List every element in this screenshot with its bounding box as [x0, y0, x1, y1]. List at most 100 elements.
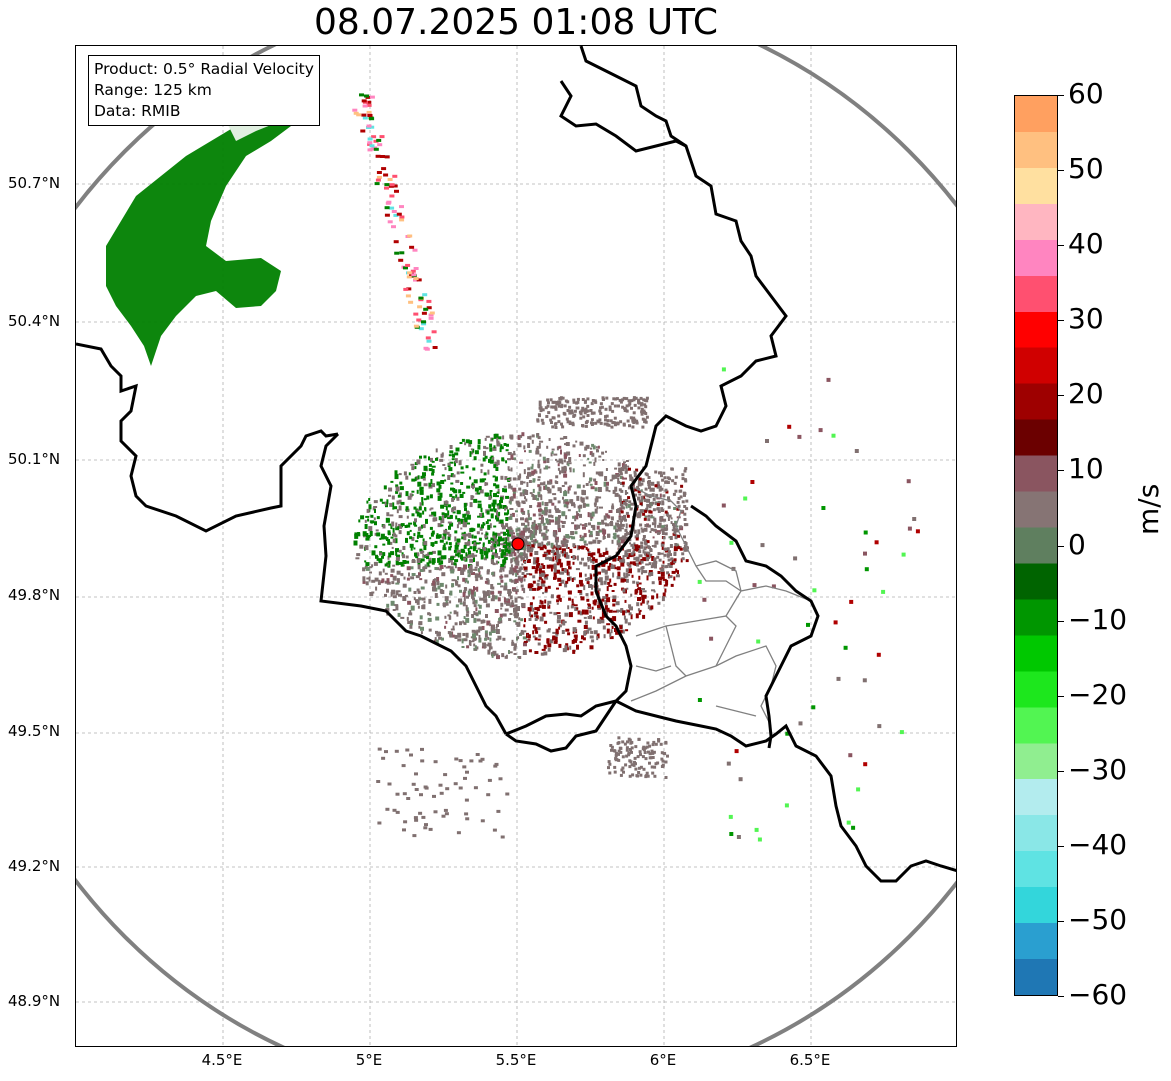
- echo-pixel: [399, 481, 403, 485]
- echo-pixel: [390, 551, 395, 556]
- echo-pixel: [642, 409, 646, 413]
- echo-pixel: [638, 477, 642, 481]
- echo-pixel: [558, 624, 562, 628]
- echo-pixel: [599, 402, 603, 406]
- echo-pixel: [597, 539, 601, 544]
- echo-pixel: [625, 397, 629, 401]
- echo-pixel: [463, 557, 467, 561]
- echo-pixel: [398, 561, 403, 565]
- echo-pixel: [496, 655, 500, 660]
- echo-pixel: [463, 596, 466, 602]
- echo-pixel: [572, 649, 576, 654]
- border-germany-france: [615, 699, 956, 883]
- echo-pixel: [592, 600, 597, 605]
- echo-pixel: [463, 502, 467, 508]
- echo-pixel: [389, 541, 393, 545]
- echo-pixel: [619, 472, 623, 476]
- echo-pixel: [490, 541, 494, 543]
- echo-pixel: [626, 555, 630, 560]
- echo-pixel: [642, 557, 647, 562]
- echo-pixel: [423, 540, 428, 546]
- echo-pixel: [364, 545, 369, 551]
- echo-pixel: [503, 443, 507, 446]
- echo-pixel: [579, 534, 582, 538]
- echo-pixel: [811, 705, 816, 710]
- echo-pixel: [729, 540, 734, 545]
- echo-pixel: [484, 637, 488, 641]
- echo-pixel: [448, 467, 453, 472]
- echo-pixel: [421, 322, 427, 326]
- echo-pixel: [459, 598, 463, 603]
- echo-pixel: [592, 411, 596, 415]
- radar-site-marker[interactable]: [511, 537, 525, 551]
- echo-pixel: [547, 604, 551, 609]
- echo-pixel: [478, 486, 482, 490]
- echo-pixel: [440, 518, 445, 524]
- echo-pixel: [670, 467, 674, 471]
- echo-pixel: [392, 502, 395, 508]
- echo-pixel: [600, 581, 604, 586]
- echo-pixel: [664, 776, 668, 779]
- echo-pixel: [630, 763, 634, 767]
- echo-pixel: [642, 398, 646, 402]
- echo-pixel: [447, 536, 451, 541]
- echo-pixel: [662, 494, 666, 498]
- echo-pixel: [529, 492, 533, 495]
- echo-pixel: [523, 578, 526, 582]
- echo-pixel: [521, 576, 525, 579]
- echo-pixel: [394, 534, 398, 538]
- echo-pixel: [502, 637, 506, 641]
- echo-pixel: [507, 509, 510, 515]
- echo-pixel: [563, 436, 568, 439]
- echo-pixel: [507, 531, 511, 537]
- echo-pixel: [390, 591, 393, 597]
- echo-pixel: [643, 546, 647, 551]
- echo-pixel: [421, 550, 425, 553]
- echo-pixel: [491, 438, 494, 441]
- echo-pixel: [421, 597, 426, 601]
- echo-pixel: [536, 563, 540, 568]
- echo-pixel: [490, 598, 495, 602]
- echo-pixel: [518, 617, 521, 621]
- radar-map[interactable]: [75, 45, 957, 1047]
- echo-pixel: [406, 531, 410, 536]
- echo-pixel: [563, 568, 567, 573]
- echo-pixel: [633, 473, 637, 478]
- echo-pixel: [536, 557, 540, 563]
- echo-pixel: [531, 540, 534, 543]
- echo-pixel: [615, 397, 619, 401]
- echo-pixel: [367, 518, 370, 522]
- echo-pixel: [419, 534, 424, 538]
- echo-pixel: [590, 591, 594, 596]
- echo-pixel: [396, 578, 400, 584]
- echo-pixel: [485, 603, 490, 608]
- echo-pixel: [465, 511, 470, 515]
- echo-pixel: [592, 539, 597, 544]
- echo-pixel: [558, 510, 561, 513]
- echo-pixel: [549, 639, 553, 644]
- echo-pixel: [544, 552, 549, 556]
- echo-pixel: [442, 514, 445, 518]
- echo-pixel: [387, 560, 391, 564]
- echo-pixel: [417, 562, 421, 566]
- echo-pixel: [374, 532, 378, 536]
- echo-pixel: [494, 552, 498, 557]
- echo-pixel: [405, 555, 409, 559]
- echo-pixel: [622, 484, 625, 488]
- echo-pixel: [384, 501, 387, 506]
- echo-pixel: [508, 618, 512, 621]
- echo-pixel: [641, 569, 645, 573]
- echo-pixel: [572, 577, 576, 581]
- echo-pixel: [518, 621, 521, 627]
- echo-pixel: [648, 744, 652, 748]
- echo-pixel: [593, 630, 598, 635]
- echo-pixel: [535, 615, 539, 620]
- echo-pixel: [526, 556, 529, 561]
- echo-pixel: [411, 466, 415, 471]
- echo-pixel: [366, 103, 372, 107]
- echo-pixel: [432, 483, 435, 488]
- echo-pixel: [590, 486, 595, 490]
- echo-pixel: [628, 467, 631, 471]
- echo-pixel: [438, 636, 443, 640]
- echo-pixel: [680, 509, 684, 513]
